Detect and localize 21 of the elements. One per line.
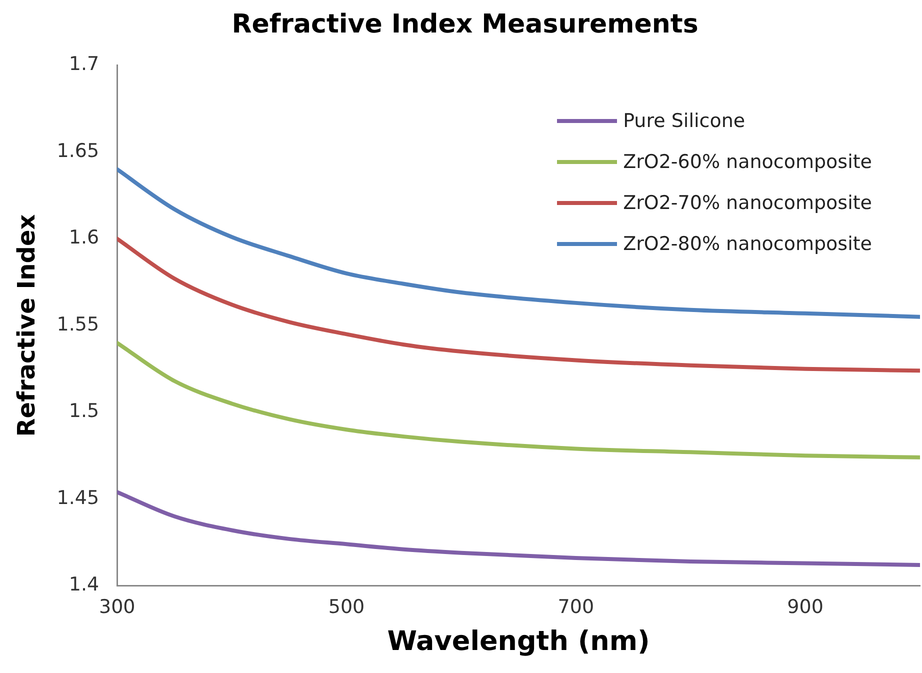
legend-label: ZrO2-80% nanocomposite	[623, 232, 872, 254]
y-tick-label: 1.55	[56, 313, 100, 336]
x-tick-label: 700	[558, 596, 594, 618]
y-tick-label: 1.65	[56, 140, 100, 162]
y-tick-label: 1.4	[68, 574, 100, 596]
legend-label: Pure Silicone	[623, 110, 746, 132]
chart-title: Refractive Index Measurements	[232, 9, 698, 40]
legend-label: ZrO2-60% nanocomposite	[623, 150, 872, 172]
x-tick-label: 500	[328, 596, 365, 618]
y-tick-label: 1.6	[68, 226, 100, 249]
y-tick-label: 1.5	[68, 400, 100, 422]
y-axis-title: Refractive Index	[12, 214, 41, 437]
x-tick-label: 300	[98, 596, 136, 618]
x-axis-title: Wavelength (nm)	[387, 626, 650, 657]
line-series	[117, 340, 920, 460]
line-series	[117, 236, 920, 373]
y-tick-label: 1.45	[56, 486, 100, 509]
legend-label: ZrO2-70% nanocomposite	[623, 192, 872, 214]
y-tick-label: 1.7	[68, 53, 100, 76]
x-tick-label: 900	[787, 596, 824, 618]
line-series	[117, 490, 920, 567]
